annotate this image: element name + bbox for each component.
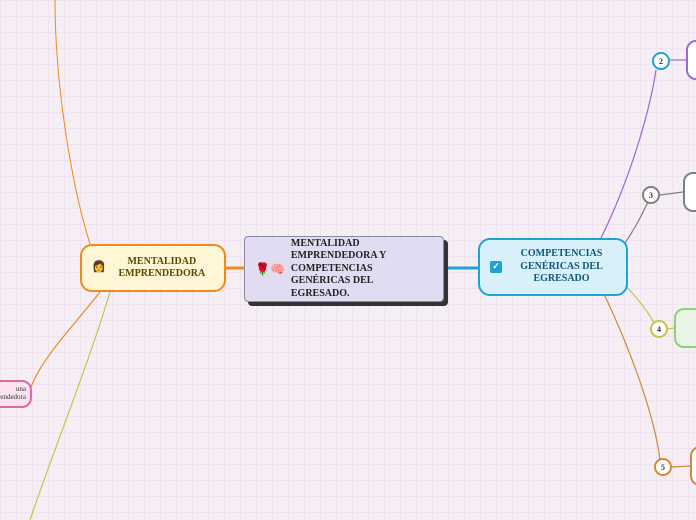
small-left-node[interactable]: una emprendedora [0,380,32,408]
checkbox-icon: ✓ [490,261,502,273]
circle-2-num: 2 [659,57,663,66]
conn-e5 [672,466,690,467]
circle-5-num: 5 [661,463,665,472]
conn-left-down-1 [30,292,100,390]
circle-2[interactable]: 2 [652,52,670,70]
circle-4-num: 4 [657,325,661,334]
edge-box-2[interactable] [686,40,696,80]
small-left-label: una emprendedora [0,386,26,401]
circle-4[interactable]: 4 [650,320,668,338]
right-node-label: COMPETENCIAS GENÉRICAS DEL EGRESADO [507,248,616,286]
edge-box-4[interactable] [674,308,696,348]
left-node[interactable]: 👩 MENTALIDAD EMPRENDEDORA [80,244,226,292]
conn-r2 [600,70,656,240]
circle-3-num: 3 [649,191,653,200]
left-node-label: MENTALIDAD EMPRENDEDORA [110,256,214,281]
flower-brain-icon: 🌹🧠 [255,262,285,277]
circle-5[interactable]: 5 [654,458,672,476]
circle-3[interactable]: 3 [642,186,660,204]
conn-r5 [605,296,660,460]
center-node-label: MENTALIDAD EMPRENDEDORA Y COMPETENCIAS G… [291,238,433,301]
right-node[interactable]: ✓ COMPETENCIAS GENÉRICAS DEL EGRESADO [478,238,628,296]
center-node[interactable]: 🌹🧠 MENTALIDAD EMPRENDEDORA Y COMPETENCIA… [244,236,444,302]
conn-e3 [660,192,683,195]
edge-box-5[interactable] [690,446,696,486]
conn-left-up [55,0,90,244]
conn-left-down-2 [30,292,110,520]
edge-box-3[interactable] [683,172,696,212]
person-icon: 👩 [92,261,106,275]
